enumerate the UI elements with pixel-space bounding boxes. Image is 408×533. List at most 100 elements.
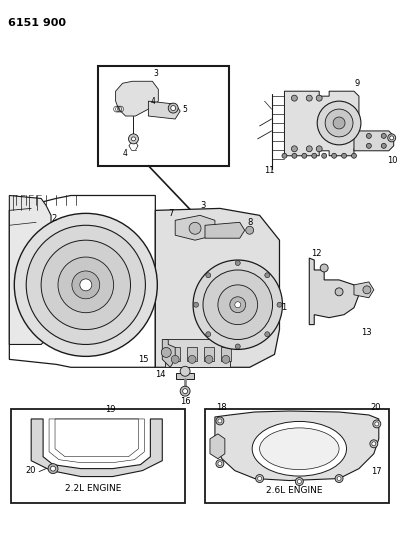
- Circle shape: [14, 213, 157, 357]
- Circle shape: [316, 95, 322, 101]
- Polygon shape: [354, 282, 374, 298]
- Polygon shape: [115, 81, 158, 116]
- Text: 6151 900: 6151 900: [8, 18, 67, 28]
- Text: 18: 18: [217, 403, 227, 412]
- Circle shape: [297, 480, 302, 483]
- Circle shape: [291, 146, 297, 152]
- Text: 13: 13: [361, 328, 372, 336]
- Circle shape: [58, 257, 113, 313]
- Text: 5: 5: [182, 104, 187, 114]
- Circle shape: [180, 386, 190, 396]
- Text: 4: 4: [151, 96, 155, 106]
- Text: 14: 14: [155, 370, 166, 379]
- Circle shape: [282, 154, 287, 158]
- Circle shape: [51, 466, 55, 471]
- Circle shape: [171, 106, 176, 110]
- Circle shape: [72, 271, 100, 299]
- Circle shape: [216, 417, 224, 425]
- Circle shape: [189, 222, 201, 234]
- Circle shape: [372, 442, 376, 446]
- Polygon shape: [354, 131, 394, 151]
- Text: 12: 12: [311, 249, 322, 258]
- Circle shape: [366, 143, 371, 148]
- Circle shape: [312, 154, 317, 158]
- Circle shape: [388, 134, 396, 142]
- Circle shape: [295, 478, 303, 486]
- Polygon shape: [175, 215, 215, 240]
- Circle shape: [26, 225, 145, 344]
- Text: 3: 3: [153, 69, 158, 78]
- Text: 1: 1: [282, 303, 287, 312]
- Circle shape: [216, 459, 224, 467]
- Text: 17: 17: [371, 466, 381, 475]
- Polygon shape: [215, 411, 379, 481]
- Circle shape: [188, 356, 196, 364]
- Bar: [11, 409, 185, 503]
- Circle shape: [322, 154, 327, 158]
- Text: 16: 16: [180, 397, 191, 406]
- Circle shape: [370, 440, 378, 448]
- Polygon shape: [9, 196, 51, 344]
- Text: 20: 20: [26, 466, 36, 475]
- Circle shape: [171, 356, 179, 364]
- Circle shape: [332, 154, 337, 158]
- Text: 20: 20: [371, 403, 381, 412]
- Bar: [176, 373, 194, 379]
- Circle shape: [306, 146, 312, 152]
- Circle shape: [341, 154, 346, 158]
- Circle shape: [246, 227, 254, 234]
- Circle shape: [168, 103, 178, 113]
- Circle shape: [302, 154, 307, 158]
- Circle shape: [265, 273, 270, 278]
- Polygon shape: [284, 91, 359, 156]
- Circle shape: [375, 422, 379, 426]
- Polygon shape: [31, 419, 162, 477]
- Circle shape: [183, 389, 188, 394]
- Circle shape: [363, 286, 371, 294]
- Text: 2.2L ENGINE: 2.2L ENGINE: [64, 484, 121, 494]
- Circle shape: [41, 240, 131, 329]
- Circle shape: [218, 462, 222, 466]
- Circle shape: [351, 154, 357, 158]
- Bar: [170, 348, 180, 361]
- Circle shape: [292, 154, 297, 158]
- Text: 4: 4: [123, 149, 128, 158]
- Circle shape: [337, 477, 341, 481]
- Bar: [187, 348, 197, 361]
- Circle shape: [335, 288, 343, 296]
- Circle shape: [129, 134, 138, 144]
- Circle shape: [218, 285, 257, 325]
- Circle shape: [333, 117, 345, 129]
- Circle shape: [373, 420, 381, 428]
- Circle shape: [381, 133, 386, 139]
- Circle shape: [235, 344, 240, 349]
- Circle shape: [235, 261, 240, 265]
- Circle shape: [230, 297, 246, 313]
- Circle shape: [205, 356, 213, 364]
- Circle shape: [325, 109, 353, 137]
- Text: 2.6L ENGINE: 2.6L ENGINE: [266, 487, 323, 496]
- Bar: [205, 409, 389, 503]
- Circle shape: [80, 279, 92, 291]
- Circle shape: [218, 419, 222, 423]
- Text: 8: 8: [248, 218, 253, 227]
- Text: 11: 11: [264, 166, 275, 175]
- Ellipse shape: [259, 428, 339, 470]
- Circle shape: [291, 95, 297, 101]
- Circle shape: [381, 143, 386, 148]
- Text: 15: 15: [138, 355, 149, 364]
- Polygon shape: [210, 434, 225, 459]
- Text: 10: 10: [387, 156, 397, 165]
- Polygon shape: [309, 258, 359, 325]
- Circle shape: [193, 302, 199, 307]
- Text: 3: 3: [200, 201, 205, 211]
- Circle shape: [161, 348, 171, 358]
- Polygon shape: [149, 101, 180, 119]
- Bar: [98, 67, 229, 166]
- Circle shape: [180, 366, 190, 376]
- Bar: [221, 348, 231, 361]
- Polygon shape: [162, 340, 175, 367]
- Ellipse shape: [252, 422, 346, 476]
- Circle shape: [316, 146, 322, 152]
- Circle shape: [256, 474, 264, 482]
